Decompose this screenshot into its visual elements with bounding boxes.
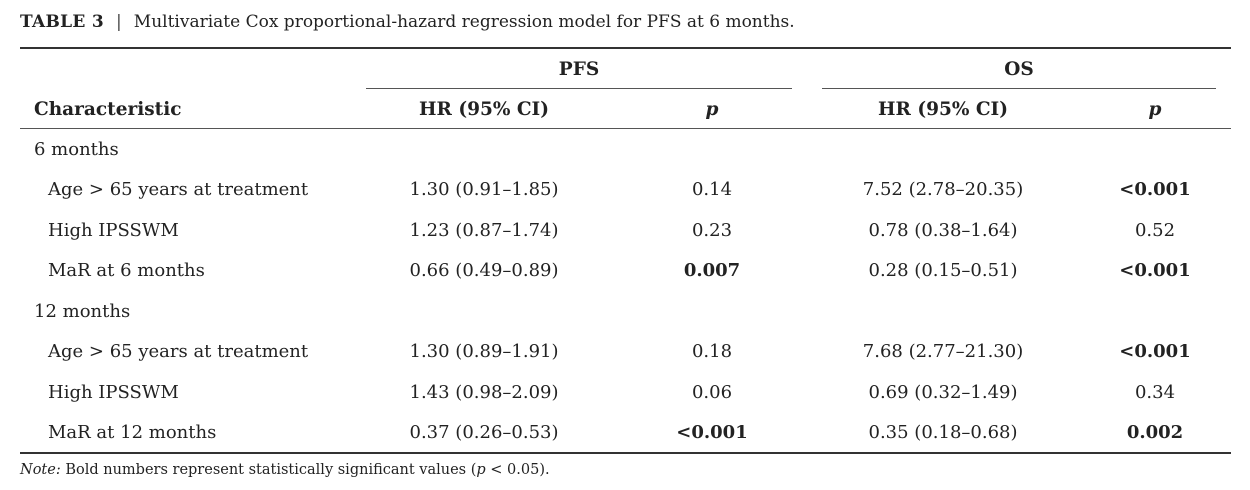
- pfs-p-value: 0.23: [691, 220, 733, 241]
- pfs-p-value: 0.14: [691, 179, 733, 200]
- table-caption: TABLE 3 | Multivariate Cox proportional-ha…: [20, 12, 795, 32]
- note-p-symbol: p: [476, 462, 486, 478]
- os-p-value-significant: <0.001: [1119, 260, 1191, 281]
- row-characteristic: MaR at 6 months: [48, 260, 205, 281]
- row-characteristic: Age > 65 years at treatment: [48, 341, 309, 362]
- row-characteristic: High IPSSWM: [48, 220, 179, 241]
- os-p-value-significant: <0.001: [1119, 341, 1191, 362]
- pfs-hr-value: 0.66 (0.49–0.89): [409, 260, 559, 281]
- pfs-p-value-significant: <0.001: [676, 422, 748, 443]
- os-p-value: 0.34: [1134, 382, 1176, 403]
- os-p-value-significant: <0.001: [1119, 179, 1191, 200]
- os-hr-value: 7.52 (2.78–20.35): [862, 179, 1024, 200]
- header-rule: [20, 128, 1231, 129]
- column-header-os-hr: HR (95% CI): [878, 99, 1008, 120]
- group-rule-pfs: [366, 88, 792, 89]
- pfs-hr-value: 1.30 (0.91–1.85): [409, 179, 559, 200]
- note-label: Note:: [20, 462, 61, 478]
- section-label: 12 months: [34, 301, 131, 322]
- pfs-hr-value: 1.43 (0.98–2.09): [409, 382, 559, 403]
- os-hr-value: 7.68 (2.77–21.30): [862, 341, 1024, 362]
- os-hr-value: 0.69 (0.32–1.49): [868, 382, 1018, 403]
- pfs-p-value: 0.06: [691, 382, 733, 403]
- os-p-value: 0.52: [1134, 220, 1176, 241]
- section-label: 6 months: [34, 139, 119, 160]
- bottom-rule: [20, 452, 1231, 454]
- note-threshold: < 0.05).: [485, 462, 550, 478]
- pfs-p-value: 0.18: [691, 341, 733, 362]
- os-hr-value: 0.35 (0.18–0.68): [868, 422, 1018, 443]
- pfs-hr-value: 1.30 (0.89–1.91): [409, 341, 559, 362]
- group-header-pfs: PFS: [558, 59, 600, 80]
- column-header-pfs-hr: HR (95% CI): [419, 99, 549, 120]
- os-p-value-significant: 0.002: [1126, 422, 1184, 443]
- pfs-p-value-significant: 0.007: [683, 260, 741, 281]
- note-text: Bold numbers represent statistically sig…: [60, 462, 477, 478]
- table-title: Multivariate Cox proportional-hazard reg…: [133, 12, 795, 32]
- column-header-pfs-p: p: [705, 99, 719, 120]
- group-header-os: OS: [1004, 59, 1034, 80]
- os-hr-value: 0.28 (0.15–0.51): [868, 260, 1018, 281]
- pfs-hr-value: 0.37 (0.26–0.53): [409, 422, 559, 443]
- row-characteristic: High IPSSWM: [48, 382, 179, 403]
- table-label: TABLE 3: [20, 12, 105, 32]
- top-rule: [20, 47, 1231, 49]
- group-rule-os: [822, 88, 1216, 89]
- os-hr-value: 0.78 (0.38–1.64): [868, 220, 1018, 241]
- row-characteristic: Age > 65 years at treatment: [48, 179, 309, 200]
- caption-separator: |: [116, 12, 122, 32]
- row-characteristic: MaR at 12 months: [48, 422, 217, 443]
- column-header-characteristic: Characteristic: [34, 99, 182, 120]
- column-header-os-p: p: [1148, 99, 1162, 120]
- pfs-hr-value: 1.23 (0.87–1.74): [409, 220, 559, 241]
- table-footnote: Note: Bold numbers represent statistical…: [20, 462, 550, 478]
